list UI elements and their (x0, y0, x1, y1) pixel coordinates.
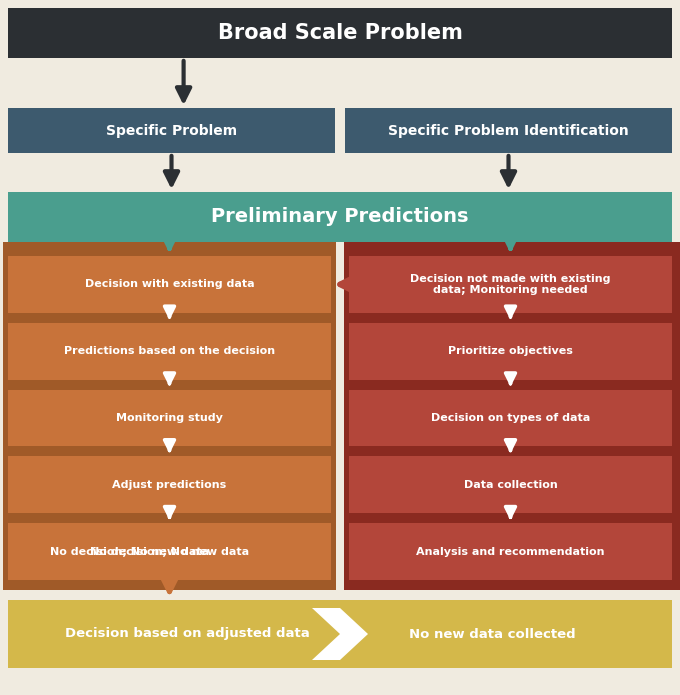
Text: Decision with existing data: Decision with existing data (85, 279, 254, 289)
Bar (8, 192, 672, 242)
Text: Data collection: Data collection (464, 480, 558, 490)
Text: Decision based on adjusted data: Decision based on adjusted data (65, 628, 309, 641)
Bar (8, 108, 335, 153)
Bar (672, 242, 680, 590)
Text: Decision not made with existing
data; Monitoring needed: Decision not made with existing data; Mo… (410, 274, 611, 295)
Bar (3, 242, 336, 590)
Text: Predictions based on the decision: Predictions based on the decision (64, 346, 275, 357)
Text: No new data collected: No new data collected (409, 628, 576, 641)
Bar (349, 523, 672, 580)
Bar (349, 322, 672, 379)
Bar (345, 108, 672, 153)
Text: Analysis and recommendation: Analysis and recommendation (416, 546, 605, 557)
Bar (8, 256, 331, 313)
Bar (8, 457, 331, 513)
Bar (8, 600, 672, 668)
Text: Broad Scale Problem: Broad Scale Problem (218, 23, 462, 43)
Text: Specific Problem Identification: Specific Problem Identification (388, 124, 629, 138)
Bar (344, 242, 680, 590)
Polygon shape (312, 608, 368, 660)
Bar (8, 8, 672, 58)
Text: No decision; No new data: No decision; No new data (90, 546, 249, 557)
Bar (8, 322, 331, 379)
Bar (8, 523, 331, 580)
Text: Preliminary Predictions: Preliminary Predictions (211, 208, 469, 227)
Text: Decision on types of data: Decision on types of data (431, 413, 590, 423)
Bar (349, 457, 672, 513)
Text: Prioritize objectives: Prioritize objectives (448, 346, 573, 357)
Bar (8, 390, 331, 446)
Bar (349, 256, 672, 313)
Bar (349, 390, 672, 446)
Bar (8, 523, 250, 580)
Text: Specific Problem: Specific Problem (106, 124, 237, 138)
Text: No decision; No new data: No decision; No new data (50, 546, 209, 557)
Text: Monitoring study: Monitoring study (116, 413, 223, 423)
Text: Adjust predictions: Adjust predictions (112, 480, 226, 490)
